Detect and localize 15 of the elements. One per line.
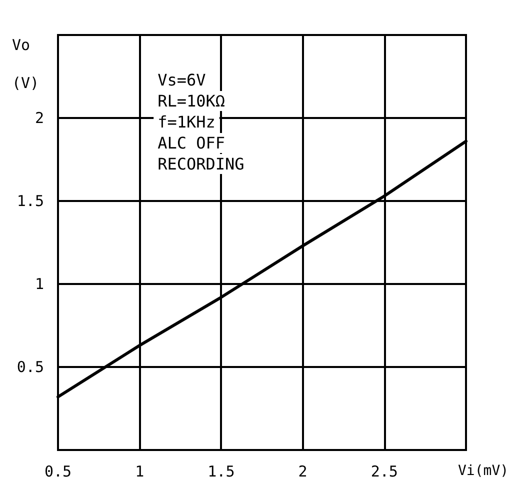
y-tick-label: 1: [34, 275, 44, 293]
x-tick-label: 2.5: [370, 462, 398, 480]
x-tick-label: 1: [135, 462, 144, 480]
annotation: Vs=6V: [158, 70, 206, 90]
x-tick-label: 2: [298, 462, 308, 480]
annotation: ALC OFF: [158, 133, 226, 152]
annotation: f=1KHz: [158, 112, 216, 132]
x-tick-label: 1.5: [208, 462, 235, 480]
x-axis-title: Vi(mV): [458, 463, 508, 479]
annotation: RL=10KΩ: [158, 91, 226, 110]
y-tick-label: 1.5: [16, 192, 44, 210]
annotation: RECORDING: [158, 154, 244, 174]
text: Vo (V): [12, 36, 40, 92]
y-tick-label: 0.5: [16, 358, 44, 376]
y-tick-label: 2: [34, 109, 44, 127]
